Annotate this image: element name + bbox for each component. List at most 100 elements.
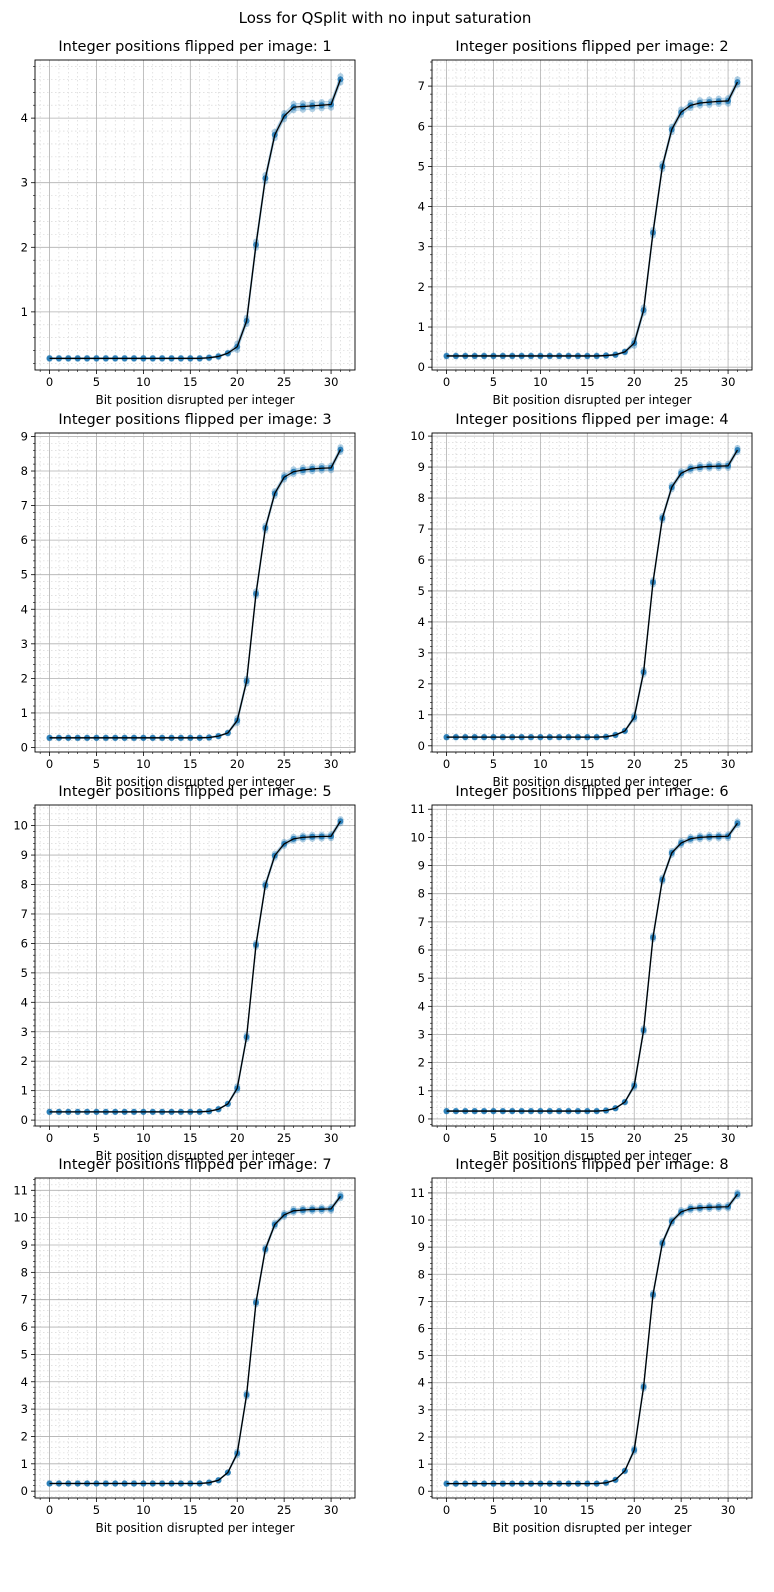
y-tick-label: 3	[418, 646, 425, 660]
data-point	[734, 1189, 741, 1196]
y-tick-label: 6	[418, 553, 425, 567]
y-tick-label: 8	[418, 887, 425, 901]
y-tick-label: 5	[418, 159, 425, 173]
y-tick-label: 1	[21, 706, 28, 720]
x-tick-label: 0	[46, 375, 53, 389]
y-tick-label: 5	[21, 568, 28, 582]
trial-line	[49, 450, 341, 739]
trial-line	[49, 77, 342, 359]
x-tick-label: 20	[230, 375, 245, 389]
x-tick-label: 10	[533, 1503, 548, 1517]
y-tick-label: 8	[21, 1265, 28, 1279]
subplot-6: 0 5 10 15 20 25 30 0 1 2 3 4 5 6 7 8 9 10 11 Integer positi…	[410, 784, 753, 1163]
y-tick-label: 5	[418, 1349, 425, 1363]
x-tick-label: 30	[324, 1503, 339, 1517]
x-tick-label: 25	[674, 1503, 689, 1517]
data-point	[668, 1216, 675, 1223]
y-tick-label: 3	[21, 637, 28, 651]
data-point	[668, 847, 675, 854]
y-tick-label: 6	[418, 943, 425, 957]
major-grid	[432, 805, 752, 1126]
y-tick-label: 7	[21, 499, 28, 513]
trial-line	[446, 447, 738, 738]
y-tick-label: 3	[418, 1403, 425, 1417]
trial-line	[49, 80, 342, 360]
x-tick-label: 15	[580, 1503, 595, 1517]
y-tick-label: 6	[418, 1322, 425, 1336]
y-tick-label: 2	[418, 280, 425, 294]
data-point	[299, 464, 306, 471]
x-tick-label: 5	[93, 757, 100, 771]
subplot-4: 0 5 10 15 20 25 30 0 1 2 3 4 5 6 7 8 9 10 Integer position…	[410, 412, 753, 789]
x-axis-label: Bit position disrupted per integer	[95, 775, 294, 789]
x-tick-label: 25	[277, 375, 292, 389]
x-tick-label: 15	[183, 1503, 198, 1517]
data-point	[318, 98, 325, 105]
data-point	[734, 818, 741, 825]
data-point	[696, 97, 703, 104]
x-tick-label: 5	[93, 1131, 100, 1145]
mean-line	[49, 1195, 341, 1485]
axes-frame	[34, 59, 356, 371]
y-tick-label: 0	[418, 1112, 425, 1126]
data-point	[271, 488, 278, 495]
y-tick-label: 8	[21, 878, 28, 892]
x-tick-label: 10	[533, 1131, 548, 1145]
trial-line	[446, 83, 738, 357]
x-tick-label: 30	[721, 757, 736, 771]
data-point	[290, 100, 297, 107]
trial-line	[49, 818, 341, 1113]
y-tick-label: 0	[21, 1484, 28, 1498]
trial-line	[49, 1194, 341, 1484]
x-tick-label: 10	[136, 757, 151, 771]
data-point	[337, 816, 344, 823]
mean-line	[446, 449, 739, 738]
minor-grid	[432, 433, 752, 753]
y-tick-label: 1	[21, 1084, 28, 1098]
trial-line	[49, 82, 342, 360]
x-tick-label: 0	[443, 757, 450, 771]
trial-line	[446, 451, 738, 739]
axes-frame	[34, 432, 356, 753]
x-tick-label: 20	[627, 757, 642, 771]
x-tick-label: 15	[580, 757, 595, 771]
y-tick-label: 10	[410, 1213, 425, 1227]
major-grid	[35, 60, 355, 370]
major-grid	[35, 1178, 355, 1498]
data-point	[309, 99, 316, 106]
y-tick-label: 8	[418, 1267, 425, 1281]
y-tick-label: 5	[21, 966, 28, 980]
y-tick-label: 1	[21, 305, 28, 319]
subplot-title: Integer positions flipped per image: 3	[58, 412, 331, 428]
data-point	[668, 482, 675, 489]
axes-frame	[34, 804, 356, 1127]
data-point	[337, 444, 344, 451]
x-tick-label: 0	[46, 757, 53, 771]
y-tick-label: 3	[21, 1402, 28, 1416]
subplot-2: 0 5 10 15 20 25 30 0 1 2 3 4 5 6 7 Integer positions fl…	[418, 39, 753, 407]
y-tick-label: 9	[418, 460, 425, 474]
x-axis-label: Bit position disrupted per integer	[492, 1149, 691, 1163]
x-tick-label: 15	[183, 375, 198, 389]
x-tick-label: 5	[490, 1131, 497, 1145]
x-tick-label: 5	[490, 375, 497, 389]
y-tick-label: 4	[21, 1375, 28, 1389]
y-tick-label: 10	[410, 830, 425, 844]
y-tick-label: 2	[21, 240, 28, 254]
y-tick-label: 7	[418, 915, 425, 929]
subplot-title: Integer positions flipped per image: 8	[455, 1157, 728, 1173]
x-axis-label: Bit position disrupted per integer	[95, 393, 294, 407]
y-tick-label: 4	[21, 995, 28, 1009]
y-tick-label: 10	[13, 1211, 28, 1225]
subplot-3: 0 5 10 15 20 25 30 0 1 2 3 4 5 6 7 8 9 Integer positions …	[21, 412, 356, 789]
mean-line	[49, 820, 342, 1113]
y-tick-label: 4	[418, 200, 425, 214]
subplot-7: 0 5 10 15 20 25 30 0 1 2 3 4 5 6 7 8 9 10 11 Integer positi…	[13, 1157, 356, 1535]
y-tick-label: 7	[418, 79, 425, 93]
y-tick-label: 3	[21, 1025, 28, 1039]
x-tick-label: 15	[580, 375, 595, 389]
x-tick-label: 5	[490, 757, 497, 771]
y-tick-label: 0	[418, 1484, 425, 1498]
